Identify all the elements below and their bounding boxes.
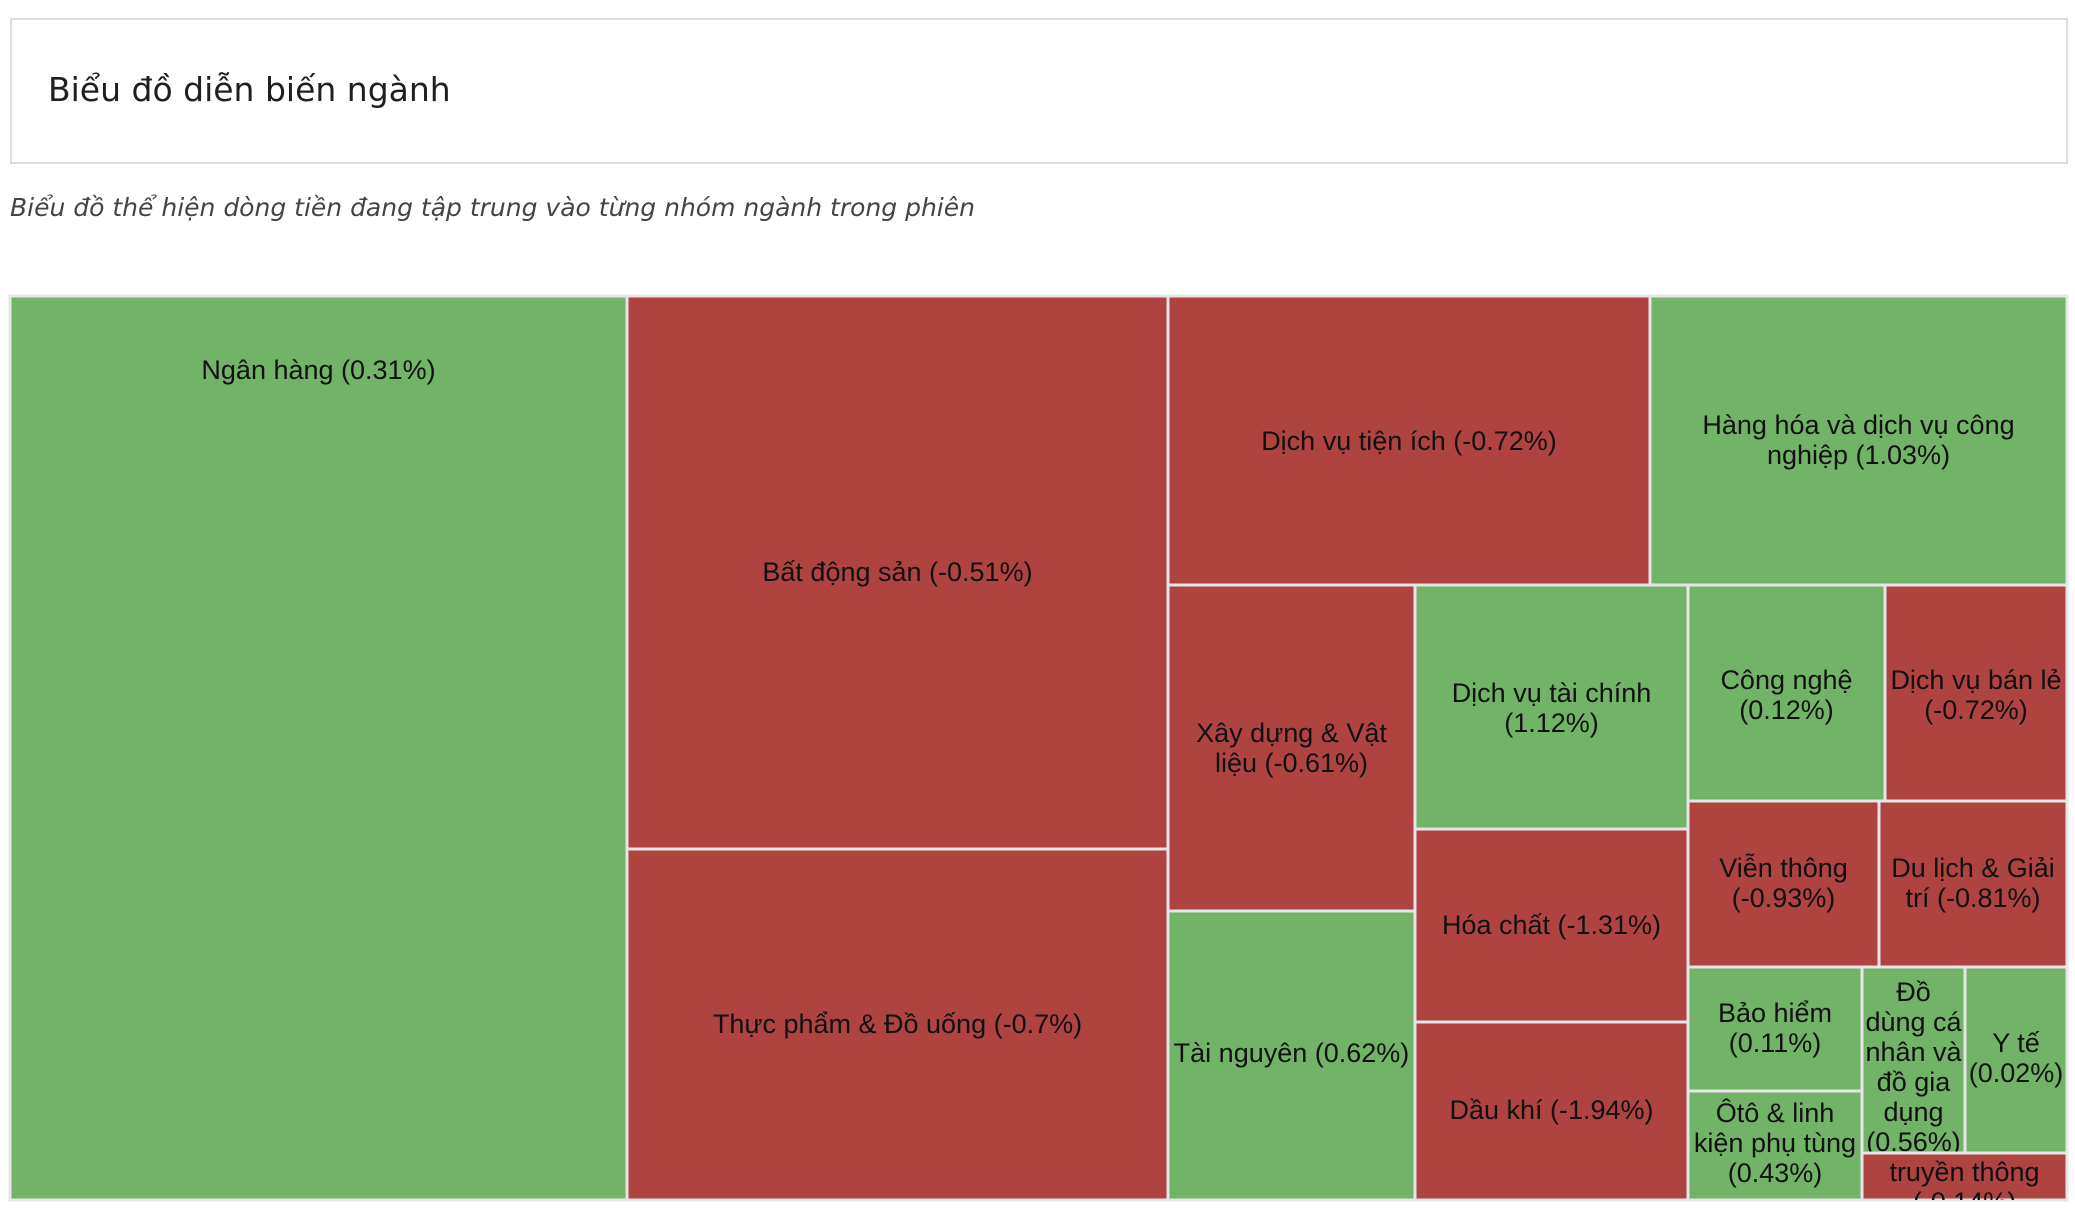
treemap-rect[interactable] (1883, 583, 2069, 803)
treemap-label: Công nghệ (0.12%) (1720, 665, 1852, 725)
chart-title: Biểu đồ diễn biến ngành (48, 70, 451, 109)
treemap-cell-dich-vu-tai-chinh[interactable]: Dịch vụ tài chính (1.12%) (1413, 583, 1690, 831)
treemap-rect[interactable] (1686, 1089, 1864, 1202)
treemap-cell-ngan-hang[interactable]: Ngân hàng (0.31%) (8, 294, 629, 1202)
treemap-label: Du lịch & Giải trí (-0.81%) (1891, 853, 2055, 913)
treemap-label: Dịch vụ tiện ích (-0.72%) (1261, 426, 1557, 456)
treemap-label: truyền thông (-0.14%) (1889, 1157, 2039, 1210)
treemap-rect[interactable] (1648, 294, 2069, 587)
treemap-cell-cong-nghe[interactable]: Công nghệ (0.12%) (1686, 583, 1887, 803)
treemap-label: Dịch vụ bán lẻ (-0.72%) (1890, 665, 2061, 725)
treemap-label: Đồ dùng cá nhân và đồ gia dụng (0.56%) (1865, 977, 1962, 1157)
treemap-cell-thuc-pham-do-uong[interactable]: Thực phẩm & Đồ uống (-0.7%) (625, 847, 1170, 1202)
treemap-cell-xay-dung-vat-lieu[interactable]: Xây dựng & Vật liệu (-0.61%) (1166, 583, 1417, 913)
treemap-label: Hóa chất (-1.31%) (1442, 910, 1661, 940)
treemap-label: Ngân hàng (0.31%) (201, 355, 435, 385)
treemap-cell-truyen-thong[interactable]: truyền thông (-0.14%) (1860, 1151, 2069, 1210)
treemap-cell-oto-linh-kien-phu-tung[interactable]: Ôtô & linh kiện phụ tùng (0.43%) (1686, 1089, 1864, 1202)
treemap-label: Hàng hóa và dịch vụ công nghiệp (1.03%) (1702, 410, 2014, 470)
treemap-rect[interactable] (1860, 1151, 2069, 1202)
treemap-cell-hang-hoa-va-dich-vu-cong-nghiep[interactable]: Hàng hóa và dịch vụ công nghiệp (1.03%) (1648, 294, 2069, 587)
treemap-rect[interactable] (1166, 294, 1652, 587)
treemap-rect[interactable] (1877, 799, 2069, 969)
treemap-cell-vien-thong[interactable]: Viễn thông (-0.93%) (1686, 799, 1881, 969)
treemap-rect[interactable] (1860, 965, 1967, 1155)
treemap-rect[interactable] (1686, 965, 1864, 1093)
treemap-cell-dich-vu-ban-le[interactable]: Dịch vụ bán lẻ (-0.72%) (1883, 583, 2069, 803)
treemap-label: Dầu khí (-1.94%) (1449, 1095, 1653, 1125)
treemap-rect[interactable] (1166, 909, 1417, 1202)
treemap-rect[interactable] (625, 847, 1170, 1202)
treemap-rect[interactable] (1166, 583, 1417, 913)
treemap-cell-bao-hiem[interactable]: Bảo hiểm (0.11%) (1686, 965, 1864, 1093)
treemap-rect[interactable] (1686, 583, 1887, 803)
treemap-cell-y-te[interactable]: Y tế (0.02%) (1963, 965, 2069, 1155)
treemap-cell-dau-khi[interactable]: Dầu khí (-1.94%) (1413, 1020, 1690, 1202)
chart-subtitle: Biểu đồ thể hiện dòng tiền đang tập trun… (10, 193, 975, 222)
treemap-label: Xây dựng & Vật liệu (-0.61%) (1196, 718, 1387, 778)
treemap-rect[interactable] (1963, 965, 2069, 1155)
treemap-rect[interactable] (1686, 799, 1881, 969)
treemap-cell-du-lich-giai-tri[interactable]: Du lịch & Giải trí (-0.81%) (1877, 799, 2069, 969)
treemap-label: Thực phẩm & Đồ uống (-0.7%) (713, 1009, 1082, 1039)
treemap-label: Bảo hiểm (0.11%) (1718, 998, 1832, 1058)
treemap-cell-dich-vu-tien-ich[interactable]: Dịch vụ tiện ích (-0.72%) (1166, 294, 1652, 587)
treemap-label: Tài nguyên (0.62%) (1174, 1038, 1410, 1068)
treemap-label: Bất động sản (-0.51%) (762, 557, 1032, 587)
treemap-label: Y tế (0.02%) (1969, 1028, 2064, 1088)
treemap-rect[interactable] (625, 294, 1170, 851)
treemap-cell-do-dung-ca-nhan-va-do-gia-dung[interactable]: Đồ dùng cá nhân và đồ gia dụng (0.56%) (1860, 965, 1967, 1157)
treemap-label: Viễn thông (-0.93%) (1719, 852, 1848, 913)
treemap-rect[interactable] (1413, 583, 1690, 831)
treemap-cell-hoa-chat[interactable]: Hóa chất (-1.31%) (1413, 827, 1690, 1024)
treemap-rect[interactable] (1413, 1020, 1690, 1202)
treemap-label: Dịch vụ tài chính (1.12%) (1452, 678, 1652, 738)
treemap-label: Ôtô & linh kiện phụ tùng (0.43%) (1694, 1097, 1856, 1188)
chart-header-card: Biểu đồ diễn biến ngành (10, 18, 2068, 164)
treemap-cell-tai-nguyen[interactable]: Tài nguyên (0.62%) (1166, 909, 1417, 1202)
treemap-cell-bat-dong-san[interactable]: Bất động sản (-0.51%) (625, 294, 1170, 851)
treemap-rect[interactable] (8, 294, 629, 1202)
treemap-rect[interactable] (1413, 827, 1690, 1024)
